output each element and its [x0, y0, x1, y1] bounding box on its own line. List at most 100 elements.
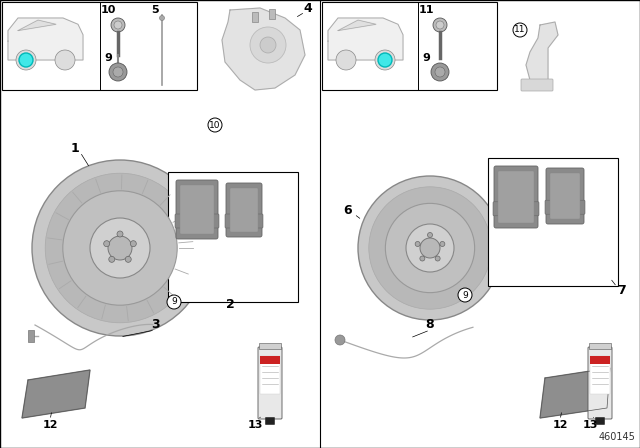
Circle shape [117, 231, 123, 237]
FancyBboxPatch shape [252, 12, 258, 22]
Circle shape [32, 160, 208, 336]
FancyBboxPatch shape [226, 183, 262, 237]
Text: 12: 12 [552, 420, 568, 430]
Circle shape [108, 236, 132, 260]
Circle shape [335, 335, 345, 345]
Circle shape [420, 256, 425, 261]
Circle shape [415, 241, 420, 246]
Circle shape [63, 191, 177, 305]
Bar [2, 2, 197, 90]
Text: 11: 11 [515, 26, 525, 34]
Text: 13: 13 [247, 420, 262, 430]
FancyBboxPatch shape [175, 214, 183, 228]
Bar [28, 330, 34, 342]
Text: 10: 10 [100, 5, 116, 15]
Text: 4: 4 [303, 1, 312, 14]
Circle shape [260, 37, 276, 53]
FancyBboxPatch shape [259, 343, 281, 349]
Circle shape [369, 187, 492, 309]
Circle shape [109, 256, 115, 263]
FancyBboxPatch shape [258, 347, 282, 419]
Circle shape [435, 67, 445, 77]
Text: 2: 2 [226, 298, 234, 311]
Text: 7: 7 [618, 284, 627, 297]
FancyBboxPatch shape [493, 202, 501, 216]
Circle shape [208, 118, 222, 132]
Circle shape [440, 241, 445, 246]
Circle shape [436, 21, 444, 29]
FancyBboxPatch shape [266, 418, 275, 425]
Circle shape [55, 50, 75, 70]
Text: 1: 1 [70, 142, 79, 155]
FancyBboxPatch shape [498, 171, 534, 223]
Text: 6: 6 [344, 203, 352, 216]
Bar [590, 356, 610, 364]
Text: 9: 9 [104, 53, 112, 63]
Circle shape [113, 67, 123, 77]
FancyBboxPatch shape [176, 180, 218, 239]
Text: 11: 11 [419, 5, 434, 15]
Circle shape [125, 256, 131, 263]
Circle shape [513, 23, 527, 37]
FancyBboxPatch shape [546, 168, 584, 224]
FancyBboxPatch shape [531, 202, 539, 216]
Circle shape [104, 241, 109, 247]
Circle shape [109, 63, 127, 81]
FancyBboxPatch shape [211, 214, 219, 228]
Circle shape [431, 63, 449, 81]
Circle shape [378, 53, 392, 67]
Circle shape [16, 50, 36, 70]
Circle shape [385, 203, 475, 293]
Circle shape [458, 288, 472, 302]
FancyBboxPatch shape [494, 166, 538, 228]
Polygon shape [22, 370, 90, 418]
Circle shape [336, 50, 356, 70]
Circle shape [45, 173, 195, 323]
Circle shape [90, 218, 150, 278]
FancyBboxPatch shape [225, 214, 233, 228]
Circle shape [19, 53, 33, 67]
Bar [260, 356, 280, 394]
Bar [168, 172, 298, 302]
FancyBboxPatch shape [588, 347, 612, 419]
Circle shape [433, 18, 447, 32]
Circle shape [420, 238, 440, 258]
Text: 9: 9 [462, 290, 468, 300]
Bar [590, 356, 610, 394]
Circle shape [358, 176, 502, 320]
Circle shape [131, 241, 136, 247]
FancyBboxPatch shape [269, 9, 275, 19]
Text: 9: 9 [171, 297, 177, 306]
Text: 3: 3 [150, 319, 159, 332]
Circle shape [435, 256, 440, 261]
Circle shape [111, 18, 125, 32]
FancyBboxPatch shape [550, 173, 580, 219]
Polygon shape [222, 8, 305, 90]
Circle shape [167, 295, 181, 309]
Circle shape [428, 233, 433, 237]
Polygon shape [526, 22, 558, 88]
Bar [488, 158, 618, 286]
Polygon shape [338, 20, 376, 30]
FancyBboxPatch shape [595, 418, 605, 425]
Circle shape [406, 224, 454, 272]
FancyBboxPatch shape [521, 79, 553, 91]
FancyBboxPatch shape [577, 200, 585, 214]
Polygon shape [328, 18, 403, 60]
Text: 8: 8 [426, 319, 435, 332]
Circle shape [114, 21, 122, 29]
Text: 460145: 460145 [598, 432, 635, 442]
FancyBboxPatch shape [180, 185, 214, 234]
Text: 13: 13 [582, 420, 598, 430]
Circle shape [375, 50, 395, 70]
FancyBboxPatch shape [589, 343, 611, 349]
Polygon shape [18, 20, 56, 30]
Text: 12: 12 [42, 420, 58, 430]
FancyBboxPatch shape [230, 188, 258, 232]
Circle shape [159, 16, 164, 21]
Text: 10: 10 [209, 121, 221, 129]
Circle shape [250, 27, 286, 63]
Text: 5: 5 [151, 5, 159, 15]
Polygon shape [540, 368, 610, 418]
Polygon shape [8, 18, 83, 60]
